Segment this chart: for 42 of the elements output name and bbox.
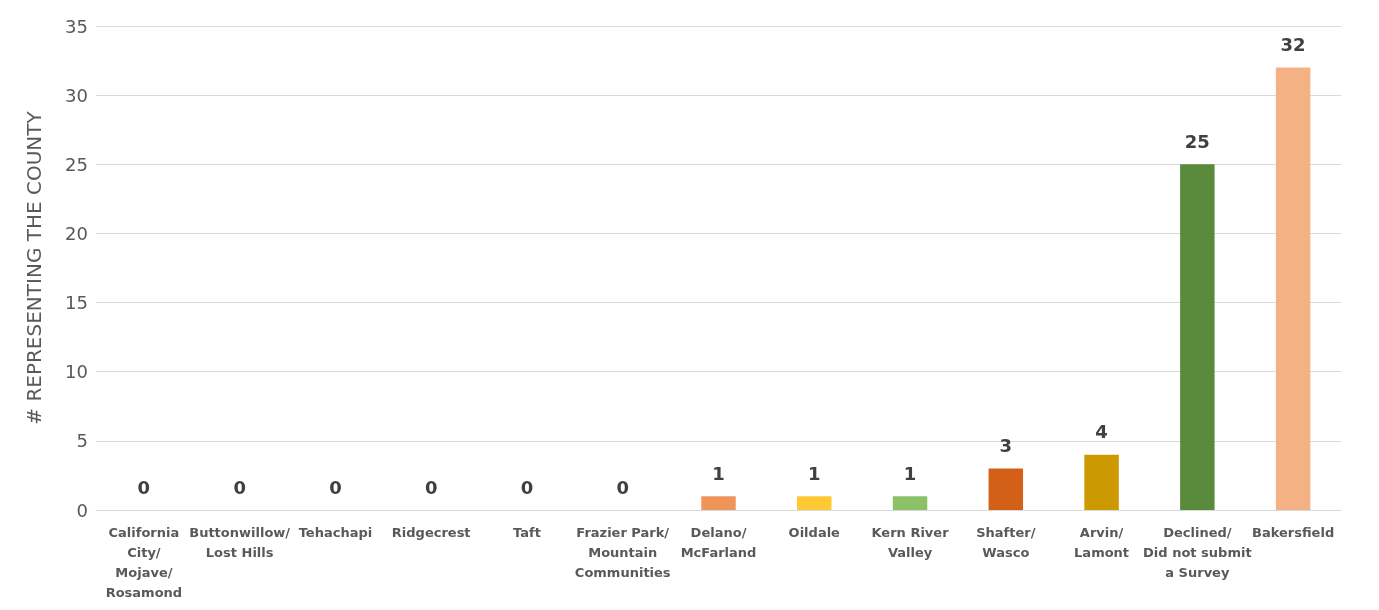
x-tick-label: Arvin/ Lamont [1074, 524, 1130, 560]
data-label: 0 [520, 476, 534, 498]
y-tick-label: 30 [65, 84, 88, 106]
x-tick-label: Ridgecrest [391, 524, 471, 540]
y-axis-title: # REPRESENTING THE COUNTY [22, 110, 46, 425]
y-tick-label: 35 [65, 15, 88, 37]
x-tick-label: Kern River Valley [871, 524, 950, 560]
bar [892, 496, 928, 510]
y-tick-label: 0 [76, 499, 88, 521]
data-label: 0 [137, 476, 151, 498]
bar [797, 496, 832, 510]
y-tick-label: 25 [65, 153, 88, 175]
data-label: 32 [1280, 33, 1306, 55]
y-tick-label: 20 [65, 222, 88, 244]
x-tick-label: Tehachapi [298, 524, 373, 540]
data-label: 1 [808, 462, 821, 484]
data-label: 25 [1184, 130, 1210, 152]
bar [988, 468, 1024, 510]
data-label: 0 [233, 476, 246, 498]
x-tick-label: Oildale [788, 524, 841, 540]
bar [1275, 67, 1311, 510]
x-tick-label: Shafter/ Wasco [976, 524, 1036, 560]
data-label: 3 [999, 435, 1013, 457]
bar [701, 496, 736, 510]
x-tick-label: Taft [513, 524, 541, 540]
x-tick-label: Delano/ McFarland [680, 524, 757, 560]
x-tick-label: Declined/ Did not submit a Survey [1143, 524, 1252, 580]
data-label: 0 [424, 476, 438, 498]
bar [1180, 164, 1215, 510]
data-label: 4 [1095, 421, 1108, 443]
data-label: 0 [329, 476, 342, 498]
x-tick-label: Buttonwillow/ Lost Hills [189, 524, 291, 560]
data-label: 0 [616, 476, 629, 498]
y-tick-label: 10 [65, 361, 88, 383]
bar [1084, 454, 1119, 510]
x-tick-label: California City/ Mojave/ Rosamond [105, 524, 183, 600]
y-tick-label: 15 [65, 292, 88, 314]
data-label: 1 [712, 462, 725, 484]
x-tick-label: Bakersfield [1252, 524, 1335, 540]
y-tick-label: 5 [76, 430, 88, 452]
data-label: 1 [903, 462, 917, 484]
x-tick-label: Frazier Park/ Mountain Communities [574, 524, 671, 580]
